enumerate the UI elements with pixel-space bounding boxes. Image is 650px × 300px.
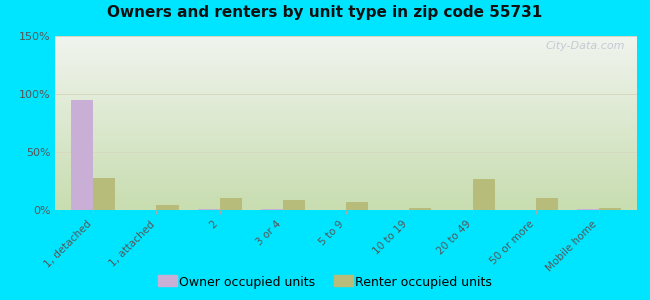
Bar: [346, 202, 369, 210]
Text: City-Data.com: City-Data.com: [546, 41, 625, 51]
Bar: [473, 179, 495, 210]
Bar: [71, 100, 93, 210]
Bar: [577, 209, 599, 210]
Bar: [220, 198, 242, 210]
Bar: [261, 209, 283, 210]
Bar: [93, 178, 115, 210]
Bar: [157, 206, 179, 210]
Bar: [410, 208, 432, 210]
Legend: Owner occupied units, Renter occupied units: Owner occupied units, Renter occupied un…: [153, 271, 497, 294]
Bar: [599, 208, 621, 210]
Text: Owners and renters by unit type in zip code 55731: Owners and renters by unit type in zip c…: [107, 4, 543, 20]
Bar: [283, 200, 305, 210]
Bar: [198, 209, 220, 210]
Bar: [536, 198, 558, 210]
